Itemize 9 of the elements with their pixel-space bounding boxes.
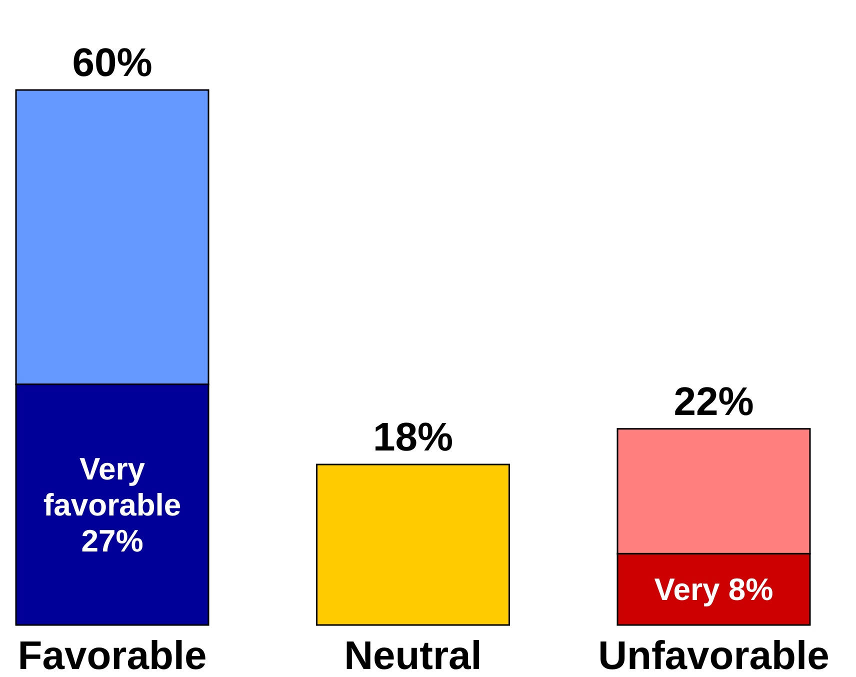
total-label: 18% <box>372 416 454 460</box>
bar <box>316 464 510 626</box>
x-tick-label: Unfavorable <box>598 634 830 677</box>
data-label: Very 8% <box>654 572 774 608</box>
total-label: 22% <box>674 380 754 424</box>
data-label: Very favorable 27% <box>43 451 182 558</box>
x-tick-label: Neutral <box>344 634 482 677</box>
x-tick-label: Favorable <box>18 634 207 677</box>
total-label: 60% <box>72 41 152 85</box>
